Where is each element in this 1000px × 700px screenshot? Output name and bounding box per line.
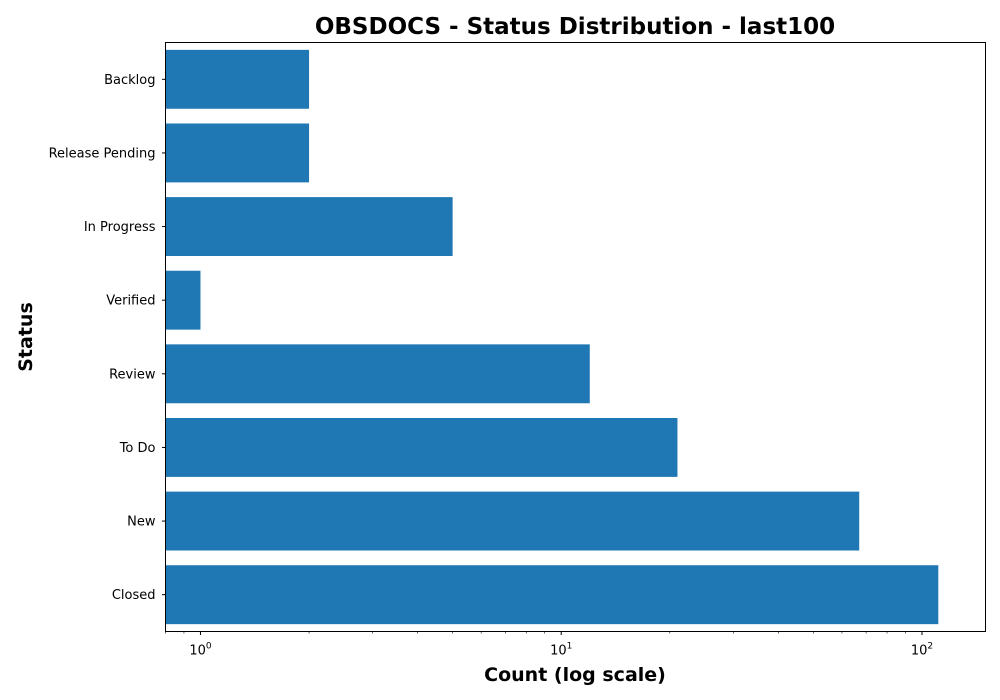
y-tick-label: In Progress <box>84 220 156 235</box>
y-tick-label: Backlog <box>104 73 155 88</box>
y-tick-label: Release Pending <box>49 146 156 161</box>
x-tick-label: 102 <box>911 642 933 659</box>
y-tick-label: New <box>127 515 156 530</box>
bar-verified <box>165 270 201 330</box>
x-tick-label: 100 <box>189 642 212 659</box>
y-tick-label: Closed <box>112 588 156 603</box>
plot-frame <box>165 42 986 632</box>
y-axis-label: Status <box>15 302 37 372</box>
bar-to-do <box>165 417 678 477</box>
bars-group <box>165 49 939 625</box>
bar-review <box>165 344 590 404</box>
bar-release-pending <box>165 123 310 183</box>
x-tick-label: 101 <box>550 642 572 659</box>
chart-title: OBSDOCS - Status Distribution - last100 <box>315 14 835 40</box>
bar-in-progress <box>165 197 453 257</box>
bar-new <box>165 491 860 551</box>
bar-backlog <box>165 49 310 109</box>
plot-area: Backlog Release Pending In Progress Verifie… <box>49 42 986 659</box>
x-axis-label: Count (log scale) <box>484 664 666 686</box>
y-axis-ticks: Backlog Release Pending In Progress Verifie… <box>49 73 166 603</box>
y-tick-label: Verified <box>106 294 155 309</box>
bar-closed <box>165 565 939 625</box>
y-tick-label: Review <box>109 367 156 382</box>
y-tick-label: To Do <box>119 441 156 456</box>
x-axis-ticks: 100 101 102 <box>165 631 933 659</box>
